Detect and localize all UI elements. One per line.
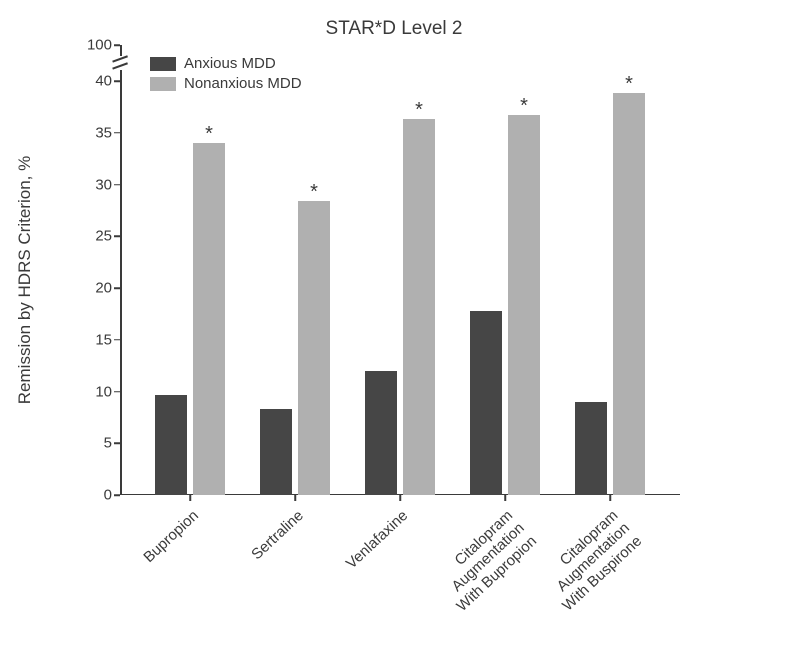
significance-marker: * (625, 73, 633, 96)
y-tick-mark (114, 80, 120, 82)
significance-marker: * (205, 123, 213, 146)
x-tick-mark (399, 495, 401, 501)
bar-nonanxious: * (613, 93, 645, 495)
y-tick-label: 35 (95, 124, 112, 141)
bar-nonanxious: * (298, 201, 330, 495)
bar-group: *Sertraline (260, 201, 330, 495)
y-tick-mark (114, 391, 120, 393)
y-tick-label: 20 (95, 280, 112, 297)
bar-anxious (470, 311, 502, 495)
bar-anxious (575, 402, 607, 495)
bar-group: *Venlafaxine (365, 119, 435, 495)
chart-title: STAR*D Level 2 (326, 18, 463, 40)
y-tick-mark (114, 184, 120, 186)
x-tick-mark (189, 495, 191, 501)
y-tick-label: 10 (95, 383, 112, 400)
x-category-label: Sertraline (248, 507, 307, 563)
bar-group: *Bupropion (155, 143, 225, 495)
y-tick-mark (114, 443, 120, 445)
bar-nonanxious: * (508, 115, 540, 495)
y-tick-mark (114, 132, 120, 134)
significance-marker: * (415, 99, 423, 122)
y-tick-label: 15 (95, 331, 112, 348)
y-tick-label: 40 (95, 73, 112, 90)
x-category-label: Venlafaxine (343, 507, 411, 572)
chart-container: STAR*D Level 2 Remission by HDRS Criteri… (0, 0, 788, 661)
y-tick-label: 0 (104, 487, 112, 504)
plot-area: Anxious MDD Nonanxious MDD *Bupropion*Se… (120, 45, 680, 495)
significance-marker: * (310, 181, 318, 204)
x-tick-mark (504, 495, 506, 501)
y-tick-mark (114, 287, 120, 289)
y-tick-mark (114, 44, 120, 46)
axis-break (113, 56, 127, 70)
y-tick-mark (114, 494, 120, 496)
x-category-label: CitalopramAugmentationWith Buspirone (536, 507, 646, 614)
y-tick-label: 30 (95, 176, 112, 193)
bar-anxious (260, 409, 292, 495)
bars-area: *Bupropion *Sertraline *Venlafaxine *Citalo… (120, 45, 680, 495)
bar-nonanxious: * (193, 143, 225, 495)
bar-group: *CitalopramAugmentationWith Bupropion (470, 115, 540, 495)
y-tick-mark (114, 339, 120, 341)
y-axis-label: Remission by HDRS Criterion, % (15, 156, 35, 404)
y-tick-label: 25 (95, 228, 112, 245)
bar-nonanxious: * (403, 119, 435, 495)
y-tick-mark (114, 236, 120, 238)
x-category-label: CitalopramAugmentationWith Bupropion (430, 507, 540, 615)
x-tick-mark (609, 495, 611, 501)
bar-anxious (365, 371, 397, 495)
x-tick-mark (294, 495, 296, 501)
x-category-label: Bupropion (140, 507, 202, 566)
significance-marker: * (520, 95, 528, 118)
y-tick-label: 5 (104, 435, 112, 452)
y-tick-label: 100 (87, 37, 112, 54)
bar-anxious (155, 395, 187, 495)
bar-group: *CitalopramAugmentationWith Buspirone (575, 93, 645, 495)
